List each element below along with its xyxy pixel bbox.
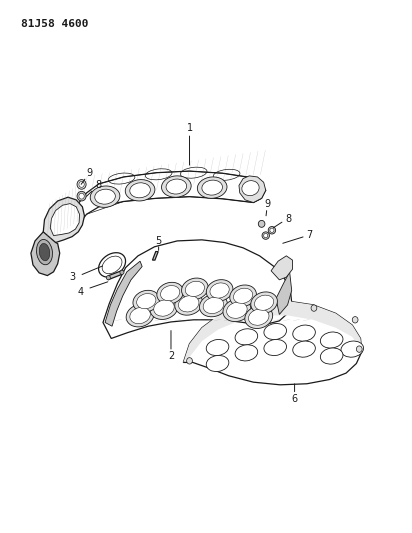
Ellipse shape: [264, 324, 286, 340]
Ellipse shape: [251, 292, 277, 313]
Ellipse shape: [311, 305, 317, 311]
Text: 5: 5: [155, 236, 162, 246]
Ellipse shape: [270, 228, 274, 232]
Ellipse shape: [269, 302, 275, 308]
Ellipse shape: [178, 296, 199, 312]
Ellipse shape: [242, 181, 259, 196]
Ellipse shape: [202, 180, 222, 195]
Text: 4: 4: [77, 287, 83, 297]
Ellipse shape: [264, 233, 268, 238]
Polygon shape: [105, 261, 142, 326]
Ellipse shape: [154, 300, 174, 316]
Ellipse shape: [341, 341, 363, 357]
Ellipse shape: [206, 356, 229, 372]
Ellipse shape: [264, 340, 286, 356]
Ellipse shape: [120, 270, 124, 274]
Ellipse shape: [102, 256, 122, 273]
Ellipse shape: [157, 282, 183, 304]
Polygon shape: [50, 204, 80, 236]
Ellipse shape: [262, 232, 269, 239]
Ellipse shape: [95, 189, 115, 204]
Polygon shape: [43, 197, 84, 243]
Ellipse shape: [321, 332, 343, 348]
Ellipse shape: [255, 295, 274, 310]
Ellipse shape: [187, 358, 192, 364]
Ellipse shape: [206, 340, 229, 356]
Polygon shape: [103, 240, 292, 338]
Polygon shape: [271, 256, 293, 280]
Ellipse shape: [185, 281, 204, 296]
Text: 8: 8: [286, 214, 291, 223]
Ellipse shape: [137, 294, 156, 309]
Ellipse shape: [227, 309, 233, 315]
Text: 2: 2: [168, 351, 174, 361]
Ellipse shape: [203, 297, 224, 313]
Ellipse shape: [352, 317, 358, 323]
Ellipse shape: [235, 329, 258, 345]
Polygon shape: [152, 252, 158, 260]
Ellipse shape: [227, 302, 247, 318]
Polygon shape: [74, 171, 266, 222]
Ellipse shape: [321, 348, 343, 364]
Ellipse shape: [90, 186, 120, 207]
Ellipse shape: [245, 306, 273, 328]
Ellipse shape: [39, 244, 50, 261]
Ellipse shape: [77, 180, 86, 189]
Ellipse shape: [182, 278, 208, 300]
Polygon shape: [31, 232, 60, 276]
Ellipse shape: [161, 286, 180, 301]
Ellipse shape: [130, 308, 150, 324]
Text: 7: 7: [306, 230, 312, 239]
Polygon shape: [239, 176, 266, 203]
Polygon shape: [183, 301, 362, 362]
Ellipse shape: [150, 297, 178, 319]
Text: 3: 3: [69, 272, 75, 282]
Ellipse shape: [248, 309, 269, 325]
Ellipse shape: [130, 183, 150, 198]
Text: 81J58 4600: 81J58 4600: [21, 19, 88, 29]
Ellipse shape: [166, 179, 187, 194]
Ellipse shape: [210, 283, 229, 298]
Ellipse shape: [106, 276, 110, 280]
Ellipse shape: [199, 294, 227, 317]
Ellipse shape: [125, 180, 155, 201]
Polygon shape: [183, 301, 362, 385]
Ellipse shape: [268, 227, 276, 234]
Ellipse shape: [175, 293, 203, 315]
Ellipse shape: [162, 176, 191, 197]
Text: 8: 8: [95, 181, 101, 190]
Polygon shape: [276, 272, 292, 314]
Ellipse shape: [356, 346, 362, 352]
Text: 1: 1: [187, 123, 192, 133]
Ellipse shape: [293, 325, 315, 341]
Text: 9: 9: [87, 168, 93, 178]
Ellipse shape: [258, 221, 265, 227]
Ellipse shape: [98, 253, 126, 277]
Ellipse shape: [77, 191, 86, 201]
Polygon shape: [108, 270, 123, 280]
Text: 9: 9: [264, 199, 270, 208]
Ellipse shape: [133, 290, 159, 312]
Text: 6: 6: [292, 394, 297, 403]
Ellipse shape: [230, 285, 256, 306]
Ellipse shape: [79, 193, 84, 199]
Ellipse shape: [223, 299, 251, 321]
Ellipse shape: [234, 288, 253, 303]
Ellipse shape: [206, 280, 233, 301]
Ellipse shape: [197, 177, 227, 198]
Ellipse shape: [235, 345, 258, 361]
Ellipse shape: [79, 181, 84, 188]
Ellipse shape: [293, 341, 315, 357]
Ellipse shape: [126, 304, 154, 327]
Ellipse shape: [37, 239, 52, 265]
